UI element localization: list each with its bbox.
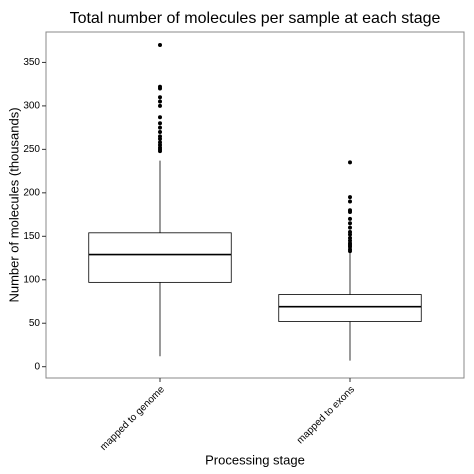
outlier <box>158 129 162 134</box>
y-tick-label: 300 <box>23 101 40 112</box>
outlier <box>158 86 162 91</box>
y-tick-label: 50 <box>29 318 41 329</box>
outlier <box>348 195 352 200</box>
outlier <box>158 121 162 126</box>
box <box>88 232 232 283</box>
outlier <box>348 209 352 214</box>
y-tick-label: 350 <box>23 57 40 68</box>
outlier <box>158 125 162 130</box>
outlier <box>158 43 162 48</box>
y-tick-label: 0 <box>34 361 40 372</box>
outlier <box>158 103 162 108</box>
y-tick-label: 150 <box>23 231 40 242</box>
outlier <box>158 149 162 154</box>
outlier <box>158 115 162 120</box>
y-tick-label: 200 <box>23 187 40 198</box>
y-tick-label: 100 <box>23 274 40 285</box>
plot-border <box>45 31 465 379</box>
x-axis-title: Processing stage <box>205 452 305 467</box>
outlier <box>348 216 352 221</box>
outlier <box>348 221 352 226</box>
outlier <box>158 99 162 104</box>
y-tick-label: 250 <box>23 144 40 155</box>
outlier <box>348 232 352 237</box>
outlier <box>348 249 352 254</box>
outlier <box>348 225 352 230</box>
chart-title: Total number of molecules per sample at … <box>70 10 441 27</box>
outlier <box>348 160 352 165</box>
box <box>278 294 422 322</box>
outlier <box>158 136 162 141</box>
outlier <box>348 199 352 204</box>
y-axis-title: Number of molecules (thousands) <box>6 107 21 302</box>
outlier <box>158 95 162 100</box>
